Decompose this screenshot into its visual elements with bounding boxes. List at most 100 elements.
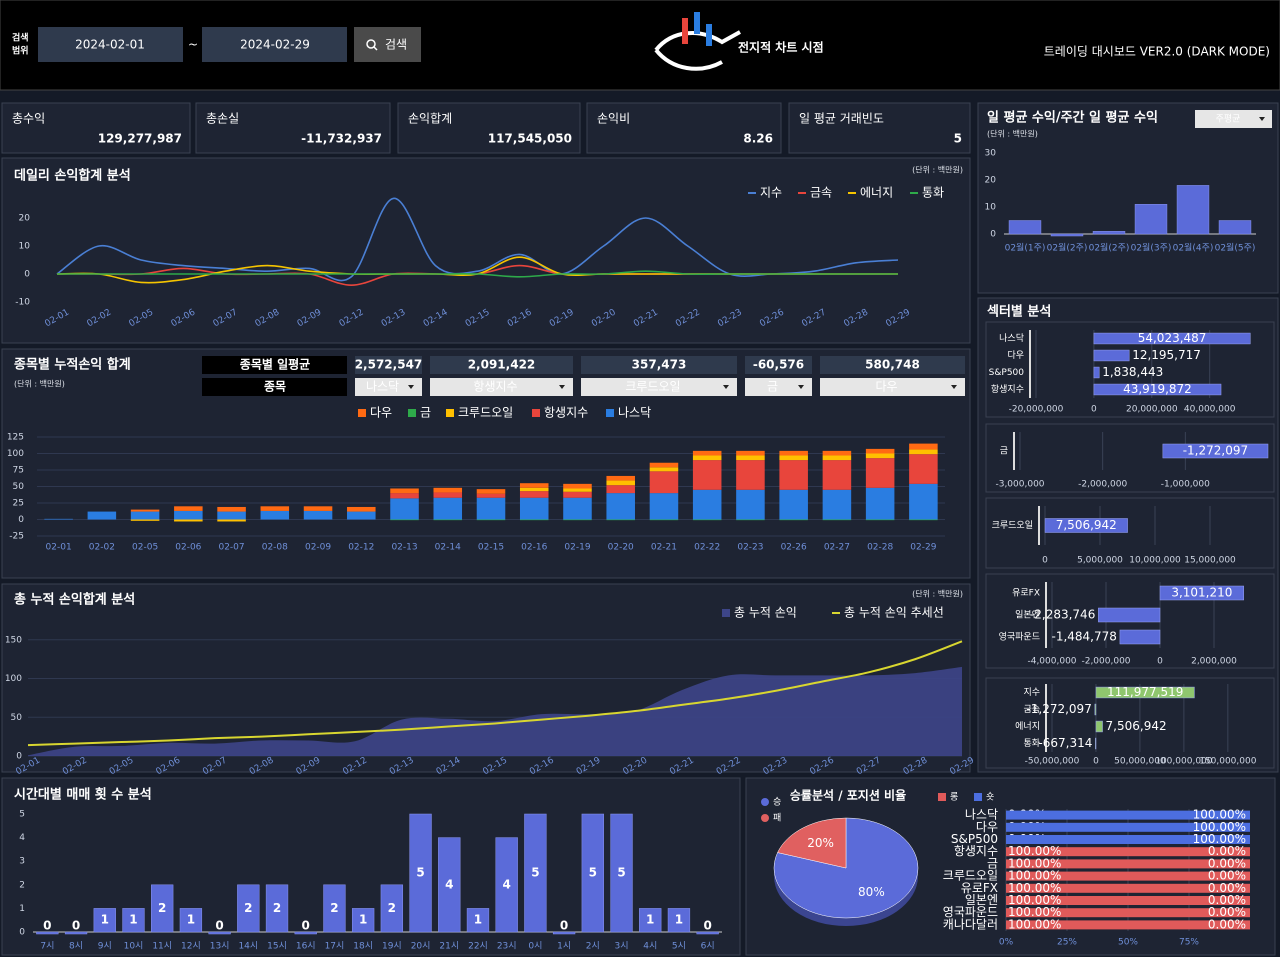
- bar-segment: [433, 487, 463, 493]
- category-label: 캐나다달러: [943, 917, 998, 931]
- x-tick-label: 50%: [1118, 938, 1138, 948]
- avg-box: [745, 356, 812, 374]
- data-label: 0: [215, 919, 223, 933]
- x-tick-label: 12시: [181, 941, 201, 952]
- y-tick-label: 125: [7, 433, 24, 443]
- item-select[interactable]: [581, 378, 737, 396]
- x-tick-label: 02-07: [218, 543, 244, 553]
- y-tick-label: 50: [13, 482, 25, 492]
- data-label: 4: [445, 877, 453, 891]
- bar-segment: [130, 519, 160, 521]
- item-select[interactable]: [745, 378, 812, 396]
- legend-label: 통화: [922, 186, 944, 200]
- x-tick-label: 25%: [1057, 938, 1077, 948]
- bar-segment: [563, 483, 592, 489]
- x-tick-label: 40,000,000: [1184, 405, 1236, 415]
- bar: [351, 908, 375, 933]
- bar-segment: [1006, 822, 1250, 832]
- bar-segment: [692, 460, 722, 490]
- bar: [495, 837, 518, 933]
- category-label: 일본엔: [965, 893, 998, 907]
- category-label: 통화: [1023, 738, 1040, 749]
- x-tick-label: -3,000,000: [995, 480, 1044, 490]
- x-tick-label: 2시: [586, 941, 600, 952]
- bar-segment: [865, 453, 895, 459]
- data-label: 4: [503, 877, 511, 891]
- x-tick-label: 100,000,000: [1155, 757, 1213, 767]
- bar: [1094, 703, 1097, 716]
- legend-label: 금: [420, 406, 431, 420]
- data-label: 7,506,942: [1106, 719, 1167, 733]
- bar: [1093, 332, 1251, 345]
- bar: [581, 813, 604, 933]
- y-tick-label: 2: [19, 880, 25, 890]
- item-select-label: 금: [767, 380, 778, 394]
- bar-segment: [606, 480, 635, 486]
- bar-segment: [606, 493, 635, 520]
- period-select[interactable]: [1195, 110, 1272, 128]
- data-label: -1,272,097: [1183, 444, 1248, 458]
- y-tick-label: 20: [985, 176, 997, 186]
- data-label: 100.00%: [1193, 832, 1246, 846]
- date-input[interactable]: [38, 27, 183, 62]
- x-tick-label: 02-29: [910, 543, 936, 553]
- category-label: 영국파운드: [943, 905, 998, 919]
- bar: [36, 931, 59, 935]
- unit-label: (단위 : 백만원): [912, 589, 963, 599]
- bar: [1159, 585, 1244, 601]
- data-label: 0: [703, 919, 711, 933]
- bar-segment: [692, 489, 722, 520]
- x-tick-label: 0%: [999, 938, 1014, 948]
- search-label: 검색: [12, 32, 29, 44]
- data-label: 5: [531, 866, 539, 880]
- x-tick-label: 13시: [210, 941, 230, 952]
- bar-segment: [736, 450, 765, 456]
- data-label: 7,506,942: [1056, 518, 1117, 532]
- x-tick-label: 02월(4주): [1173, 242, 1214, 254]
- bar-segment: [390, 488, 419, 494]
- bar-segment: [606, 485, 635, 494]
- category-label: 유로FX: [1012, 588, 1040, 599]
- avg-box: [355, 356, 422, 374]
- x-tick-label: 02월(2주): [1047, 242, 1088, 254]
- date-input[interactable]: [202, 27, 347, 62]
- x-tick-label: 21시: [439, 941, 459, 952]
- bar-segment: [217, 519, 246, 522]
- bar: [1095, 737, 1097, 750]
- y-tick-label: 0: [24, 270, 30, 280]
- category-label: 나스닥: [999, 333, 1024, 344]
- data-label: 100.00%: [1008, 869, 1061, 883]
- data-label: 0: [560, 919, 568, 933]
- bar-segment: [476, 519, 506, 521]
- line-series: [56, 270, 898, 278]
- x-tick-label: 02-02: [89, 543, 115, 553]
- data-label: -1,272,097: [1026, 702, 1091, 716]
- data-label: -667,314: [1038, 736, 1092, 750]
- x-tick-label: 02월(3주): [1131, 242, 1172, 254]
- avg-box: [581, 356, 737, 374]
- item-select[interactable]: [355, 378, 422, 396]
- bar: [64, 931, 88, 935]
- x-tick-label: 11시: [152, 941, 172, 952]
- search-button[interactable]: [354, 27, 421, 62]
- chart-title: 일 평균 수익/주간 일 평균 수익: [987, 110, 1158, 126]
- kpi-value: 8.26: [743, 132, 773, 146]
- kpi-label: 총수익: [12, 112, 45, 126]
- y-tick-label: 0: [16, 752, 22, 762]
- x-tick-label: 02-12: [348, 543, 374, 553]
- panel: [1, 102, 191, 154]
- data-label: 0.00%: [1208, 856, 1246, 870]
- y-tick-label: 150: [5, 635, 22, 645]
- item-select[interactable]: [430, 378, 573, 396]
- x-tick-label: 20,000,000: [1126, 405, 1178, 415]
- legend-label: 승: [773, 797, 781, 808]
- date-to: 2024-02-29: [240, 38, 310, 52]
- bar: [667, 908, 691, 933]
- y-tick-label: 20: [19, 214, 31, 224]
- data-label: 100.00%: [1193, 808, 1246, 822]
- bar-segment: [1006, 859, 1250, 869]
- bar-segment: [736, 519, 765, 521]
- bar-segment: [1006, 810, 1250, 820]
- item-select[interactable]: [820, 378, 965, 396]
